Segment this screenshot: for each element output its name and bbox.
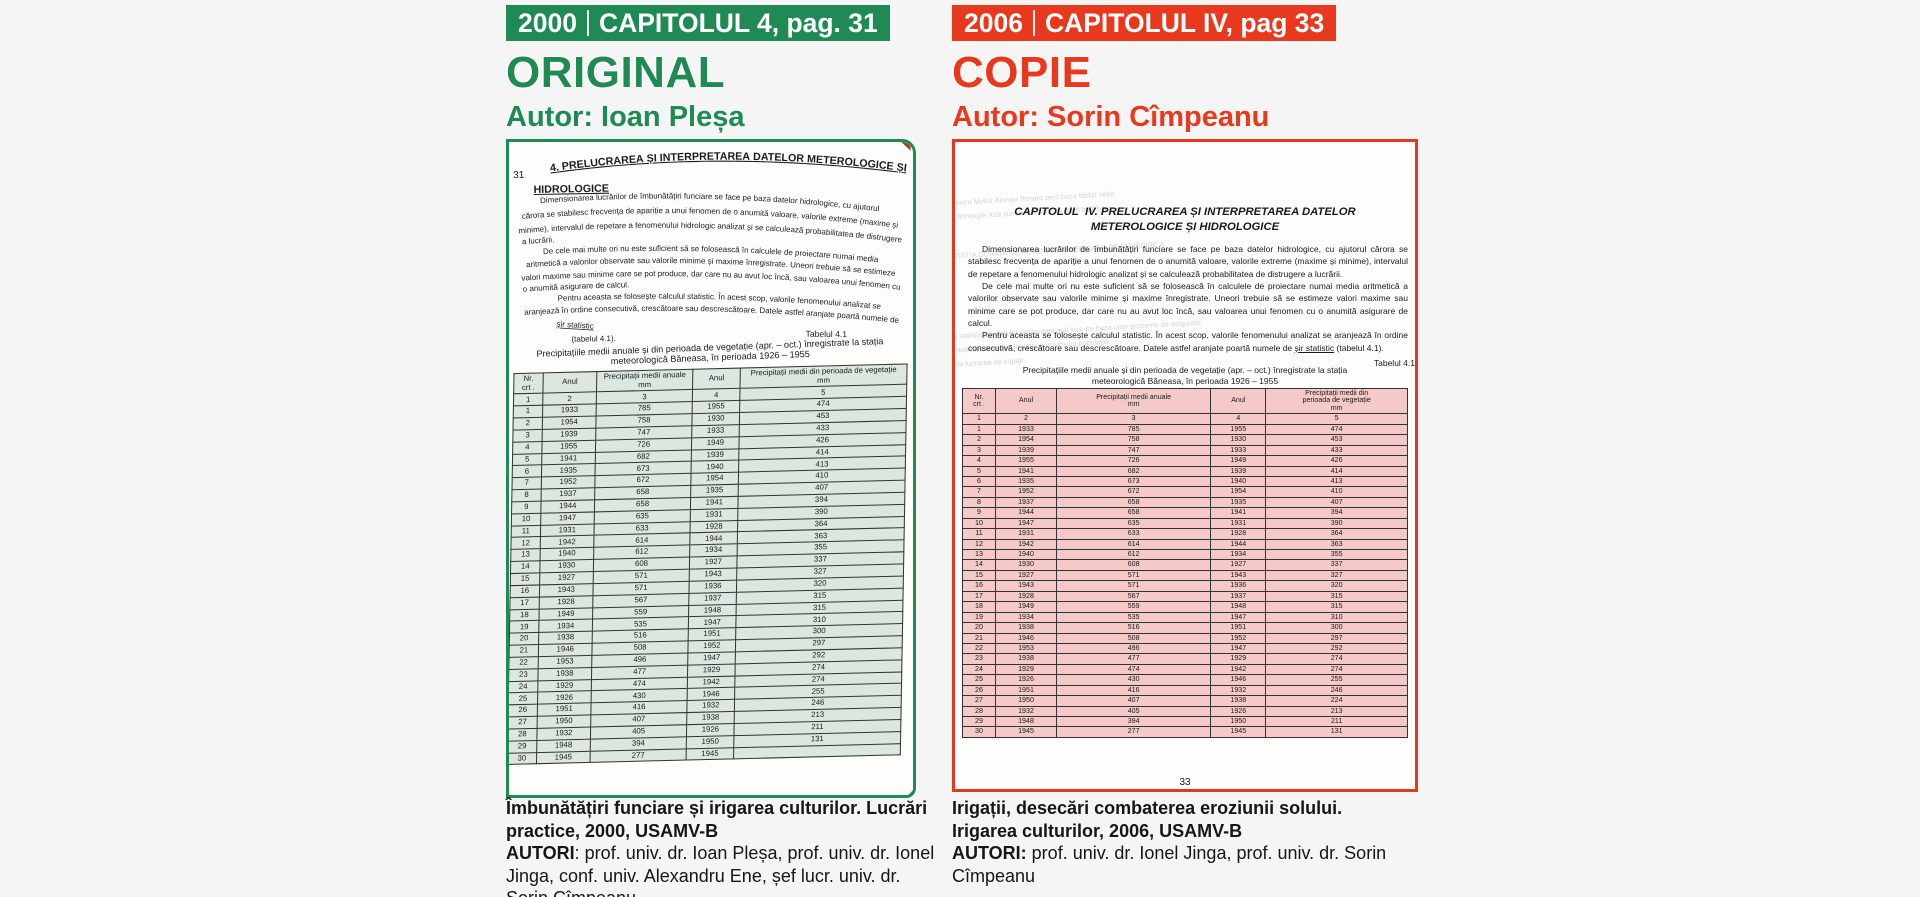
svg-text:a lucrării.: a lucrării. — [522, 235, 555, 246]
svg-text:31: 31 — [513, 170, 525, 181]
svg-text:șir statistic: șir statistic — [556, 319, 594, 332]
svg-text:4. PRELUCRAREA ȘI INTERPRETARE: 4. PRELUCRAREA ȘI INTERPRETAREA DATELOR … — [549, 147, 908, 180]
svg-text:(tabelul 4.1).: (tabelul 4.1). — [571, 334, 615, 344]
svg-text:o anumită asigurare de calcul.: o anumită asigurare de calcul. — [522, 280, 629, 293]
